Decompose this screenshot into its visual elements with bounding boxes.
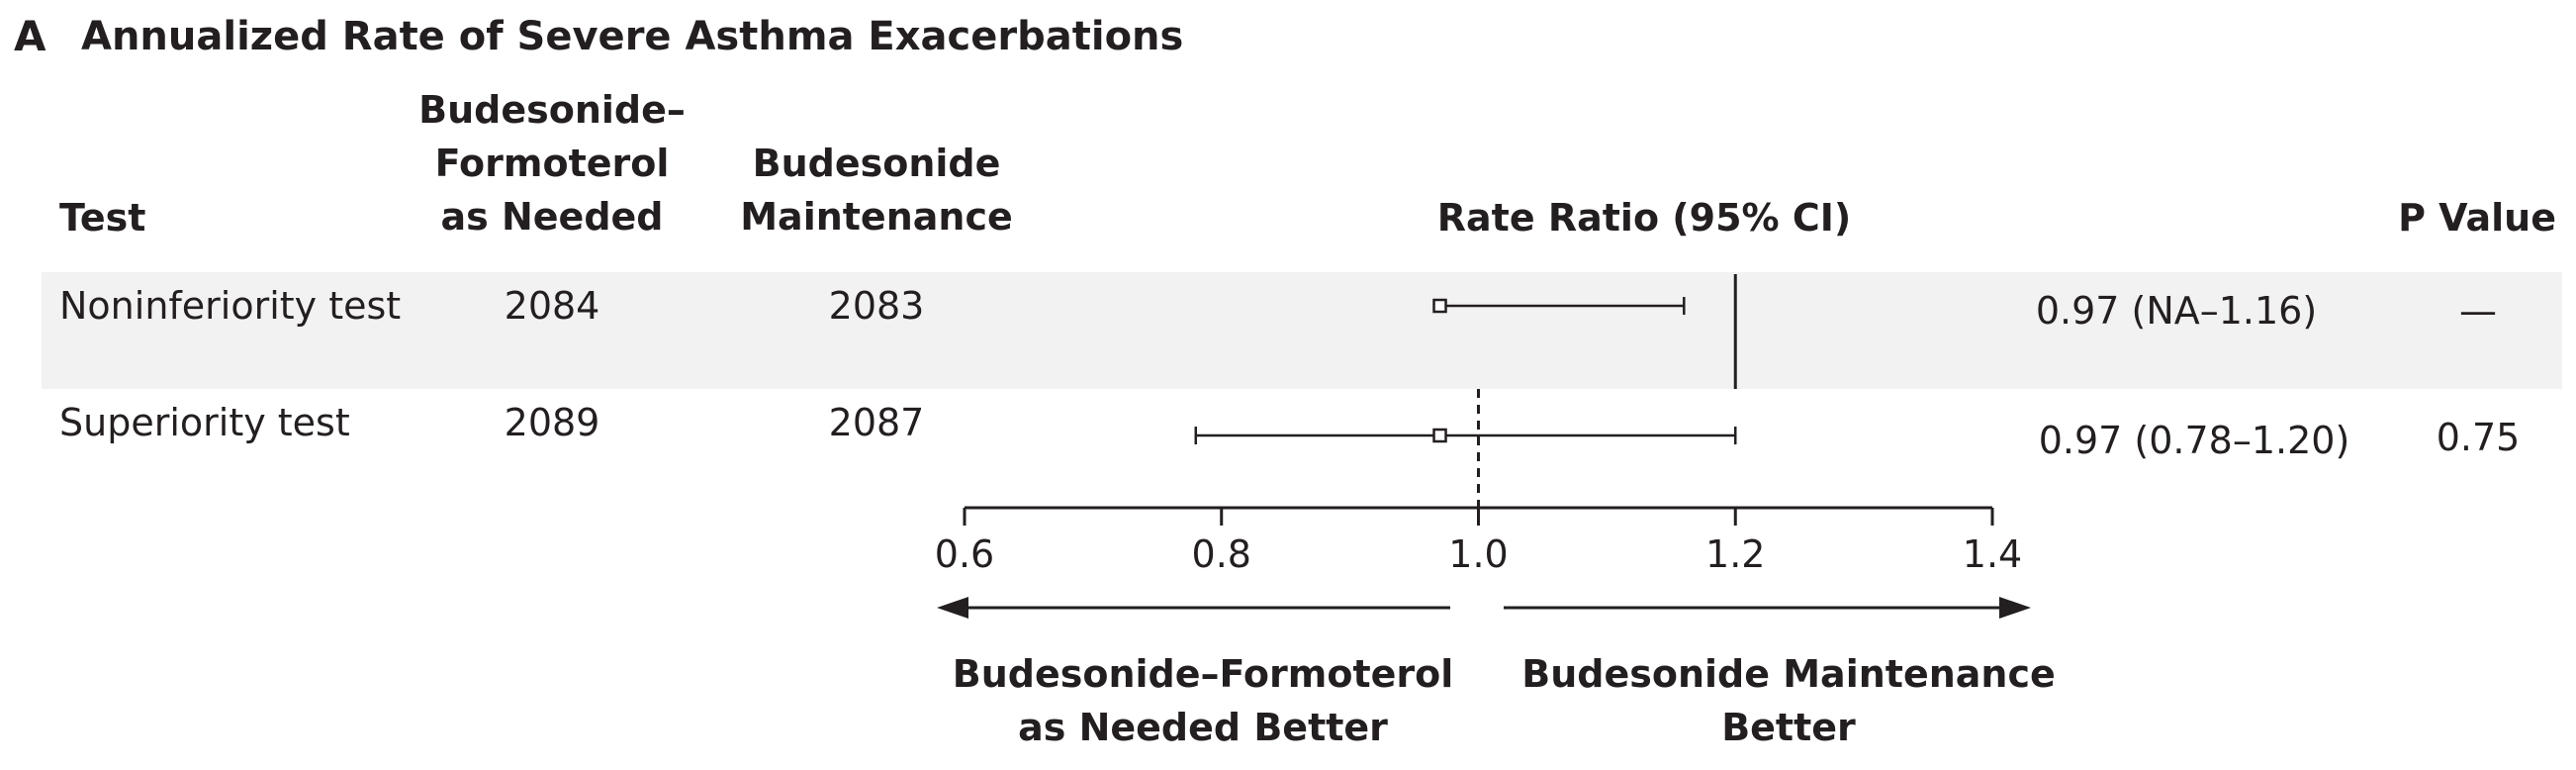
panel-letter: A [14, 12, 46, 60]
header-group1-line3: as Needed [440, 195, 664, 239]
header-group2: Budesonide Maintenance [740, 137, 1013, 243]
row-0-n2: 2083 [828, 284, 925, 328]
row-0-pvalue: — [2459, 289, 2497, 333]
row-1-test: Superiority test [59, 401, 350, 444]
x-tick-label-3: 1.2 [1705, 532, 1766, 576]
point-estimate-row-0 [1432, 298, 1447, 314]
row-band-noninferiority [42, 272, 2562, 389]
row-1-ci-text: 0.97 (0.78–1.20) [2038, 419, 2350, 462]
row-0-test: Noninferiority test [59, 284, 402, 328]
direction-left-line1: Budesonide–Formoterol [952, 652, 1454, 696]
direction-right-label: Budesonide Maintenance Better [1521, 647, 2056, 754]
header-effect: Rate Ratio (95% CI) [1436, 196, 1852, 240]
point-estimate-row-1 [1432, 428, 1447, 443]
row-1-pvalue: 0.75 [2436, 416, 2521, 459]
left-arrow-head [937, 597, 968, 619]
right-arrow-head [1999, 597, 2031, 619]
row-0-ci-text: 0.97 (NA–1.16) [2035, 289, 2318, 333]
header-group1: Budesonide– Formoterol as Needed [418, 83, 686, 243]
direction-left-line2: as Needed Better [1018, 706, 1388, 749]
row-1-n1: 2089 [504, 401, 600, 444]
header-group1-line1: Budesonide– [418, 88, 686, 132]
row-1-n2: 2087 [828, 401, 925, 444]
header-group1-line2: Formoterol [434, 142, 670, 185]
row-0-n1: 2084 [504, 284, 600, 328]
x-tick-label-0: 0.6 [934, 532, 995, 576]
header-pvalue: P Value [2398, 196, 2556, 240]
direction-left-label: Budesonide–Formoterol as Needed Better [953, 647, 1454, 754]
header-test: Test [59, 196, 146, 240]
header-group2-line2: Maintenance [740, 195, 1013, 239]
panel-title: Annualized Rate of Severe Asthma Exacerb… [81, 14, 1184, 59]
header-group2-line1: Budesonide [752, 142, 1001, 185]
direction-right-line1: Budesonide Maintenance [1521, 652, 2056, 696]
direction-right-line2: Better [1721, 706, 1856, 749]
x-tick-label-1: 0.8 [1191, 532, 1251, 576]
x-tick-label-4: 1.4 [1962, 532, 2023, 576]
x-tick-label-2: 1.0 [1448, 532, 1509, 576]
